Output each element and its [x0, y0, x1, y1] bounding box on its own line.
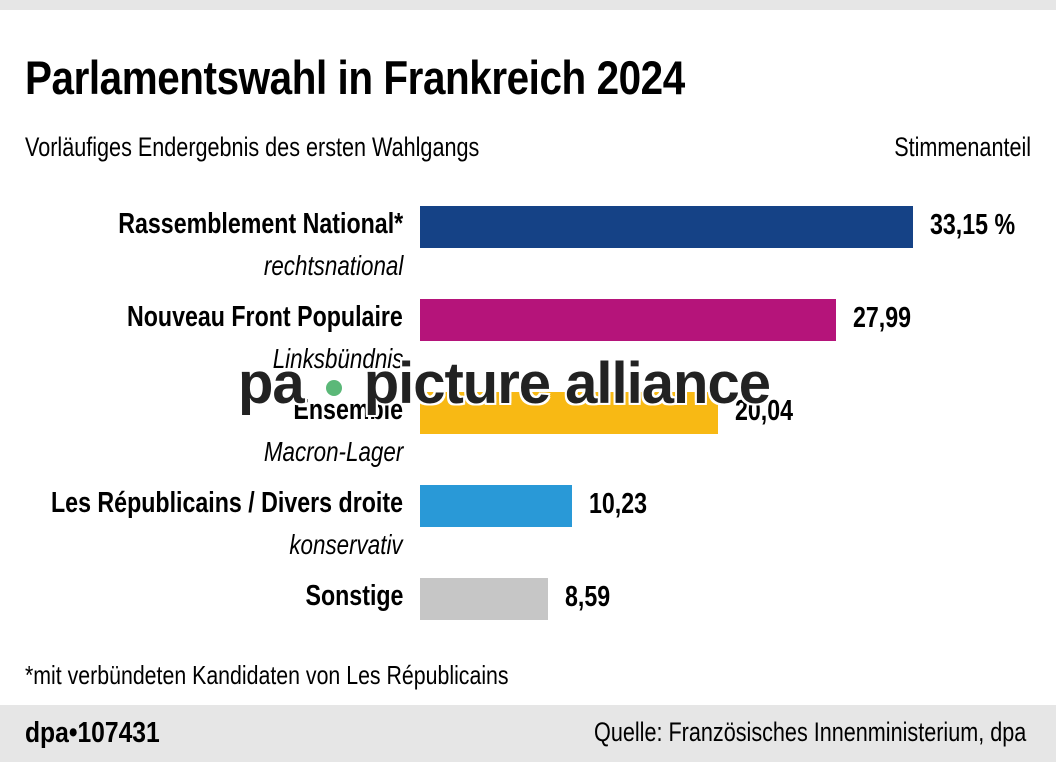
value-label: 10,23: [589, 488, 648, 520]
chart-title: Parlamentswahl in Frankreich 2024: [25, 51, 685, 104]
value-label: 8,59: [564, 581, 610, 613]
watermark-dot-icon: [325, 379, 342, 396]
category-description: rechtsnational: [263, 250, 403, 281]
unit-label: Stimmenanteil: [894, 132, 1031, 162]
bar: [420, 206, 913, 248]
category-label: Rassemblement National*: [118, 208, 403, 240]
watermark-logo: pa picture alliance: [238, 350, 771, 417]
bar: [420, 392, 719, 434]
value-label: 33,15 %: [930, 209, 1016, 241]
category-description: Linksbündnis: [272, 343, 403, 374]
category-description: Macron-Lager: [263, 436, 403, 467]
dpa-id: dpa•107431: [25, 717, 160, 749]
value-label: 20,04: [735, 395, 794, 427]
category-description: konservativ: [289, 529, 403, 560]
watermark-left: pa: [238, 351, 305, 416]
footnote: *mit verbündeten Kandidaten von Les Répu…: [25, 660, 509, 690]
watermark-right: picture alliance: [363, 351, 771, 416]
source-note: Quelle: Französisches Innenministerium, …: [593, 717, 1026, 747]
footer: dpa•107431 Quelle: Französisches Innenmi…: [0, 705, 1056, 762]
bar: [420, 299, 837, 341]
top-border: [0, 0, 1056, 10]
category-label: Les Républicains / Divers droite: [51, 487, 403, 519]
bar: [420, 578, 548, 620]
category-label: Nouveau Front Populaire: [127, 301, 403, 333]
category-label: Ensemble: [293, 394, 403, 426]
value-label: 27,99: [853, 302, 912, 334]
category-label: Sonstige: [305, 580, 403, 612]
bar: [420, 485, 573, 527]
chart-subtitle: Vorläufiges Endergebnis des ersten Wahlg…: [25, 132, 480, 162]
